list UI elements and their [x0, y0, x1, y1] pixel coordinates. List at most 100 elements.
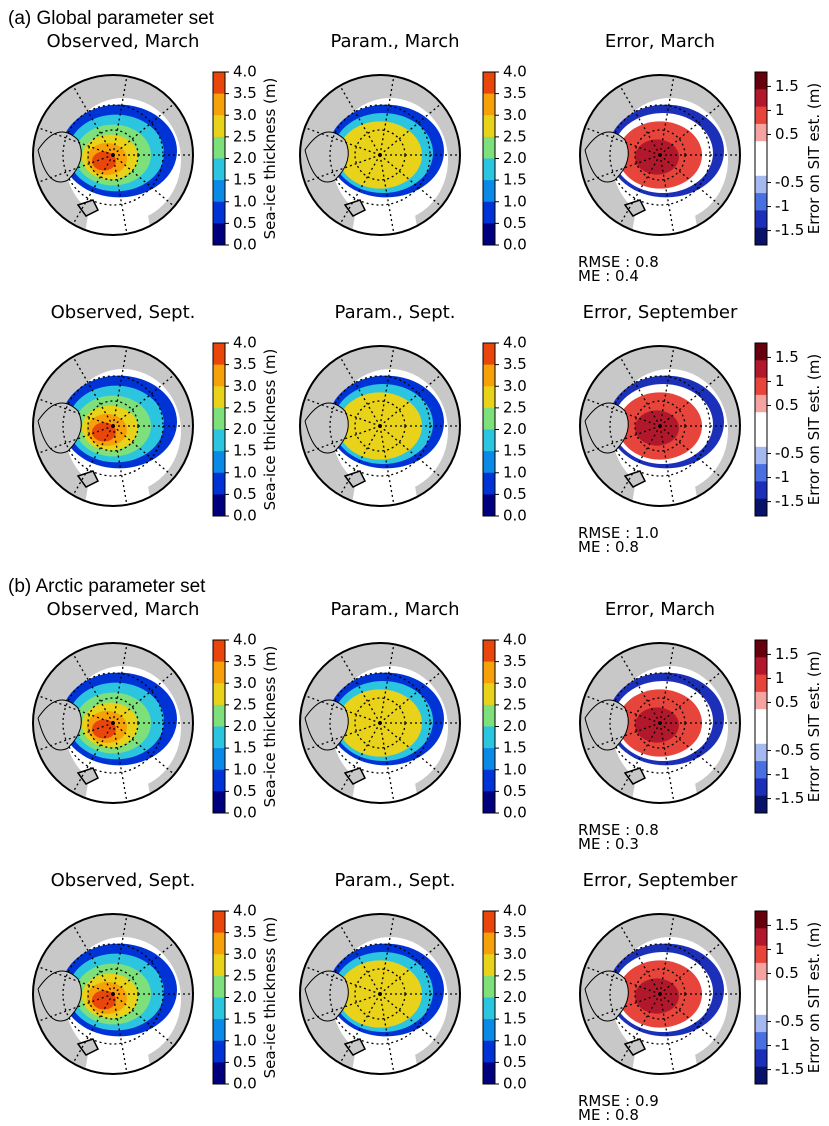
colorbar-segment [483, 494, 495, 517]
panel-title: Param., March [330, 599, 459, 620]
colorbar-segment [483, 704, 495, 727]
ice [92, 719, 116, 739]
colorbar-tick-label: 0.0 [233, 236, 257, 254]
colorbar-tick-label: 0.0 [503, 507, 527, 525]
meridian [72, 154, 114, 225]
meridian [112, 374, 175, 427]
parallel [354, 697, 406, 749]
colorbar-tick-label: -0.5 [775, 1012, 804, 1030]
map [300, 346, 460, 506]
colorbar-label: Error on SIT est. (m) [805, 354, 823, 505]
island [623, 1038, 647, 1056]
colorbar-tick-label: 0.5 [503, 485, 527, 503]
colorbar-segment [755, 997, 767, 1016]
map-border [32, 642, 194, 804]
colorbar-segment [755, 962, 767, 981]
meridian [112, 76, 128, 156]
colorbar-tick-label: 1.5 [775, 348, 799, 366]
me: ME : 0.4 [578, 267, 639, 285]
panel-title: Observed, Sept. [51, 302, 196, 323]
colorbar-tick-label: 1.5 [503, 739, 527, 757]
rmse: RMSE : 0.8 [578, 253, 659, 271]
meridian [112, 993, 175, 1046]
meridian [379, 671, 442, 724]
colorbar-segment [483, 72, 495, 95]
parallel [609, 104, 711, 206]
colorbar-segment [483, 791, 495, 814]
meridian [659, 76, 675, 156]
colorbar-segment [213, 343, 225, 366]
colorbar-tick-label: 2.5 [503, 398, 527, 416]
meridian [304, 695, 381, 724]
meridian [304, 127, 381, 156]
panel: Observed, March 4.0 3.5 3.0 2.5 2.0 1.5 1.0 0.5 0… [32, 599, 279, 822]
colorbar-tick-label: 3.5 [503, 355, 527, 373]
island [76, 767, 100, 785]
colorbar-tick-label: 1.5 [503, 171, 527, 189]
colorbar-segment [213, 1062, 225, 1085]
panel-title: Observed, March [47, 31, 200, 52]
map-border [32, 74, 194, 236]
colorbar-segment [755, 743, 767, 762]
meridian [339, 722, 381, 793]
rmse: RMSE : 0.8 [578, 821, 659, 839]
meridian [619, 653, 661, 724]
meridian [659, 425, 675, 505]
meridian [379, 644, 395, 724]
colorbar-tick-label: 1.5 [233, 739, 257, 757]
colorbar-tick-label: 0.5 [233, 1053, 257, 1071]
colorbar-segment [483, 954, 495, 977]
colorbar-tick-label: 3.0 [503, 674, 527, 692]
meridian [112, 425, 128, 505]
colorbar-segment [483, 201, 495, 224]
meridian [379, 915, 395, 995]
meridian [659, 915, 675, 995]
parallel [329, 943, 431, 1045]
colorbar-tick-label: 3.5 [233, 84, 257, 102]
colorbar-label: Error on SIT est. (m) [805, 651, 823, 802]
colorbar-label: Error on SIT est. (m) [805, 83, 823, 234]
colorbar-segment [755, 640, 767, 658]
colorbar-tick-label: 0.5 [775, 125, 799, 143]
colorbar-tick-label: 1.5 [775, 916, 799, 934]
colorbar-tick-label: 3.0 [233, 674, 257, 692]
meridian [339, 993, 381, 1064]
colorbar-tick-label: -0.5 [775, 444, 804, 462]
island [623, 470, 647, 488]
meridian [584, 722, 661, 751]
colorbar-segment [483, 1019, 495, 1042]
colorbar-segment [213, 954, 225, 977]
colorbar-segment [755, 360, 767, 379]
colorbar-segment [483, 136, 495, 159]
meridian [659, 671, 722, 724]
colorbar-tick-label: -0.5 [775, 173, 804, 191]
meridian [339, 924, 381, 995]
map [580, 75, 740, 235]
meridian [304, 425, 381, 454]
colorbar-segment [755, 980, 767, 998]
parallel [634, 129, 686, 181]
colorbar-segment [483, 997, 495, 1020]
colorbar-tick-label: 0.0 [503, 1075, 527, 1093]
colorbar-label: Error on SIT est. (m) [805, 922, 823, 1073]
colorbar-tick-label: 2.5 [503, 127, 527, 145]
meridian [659, 374, 722, 427]
colorbar-tick-label: 0.0 [503, 804, 527, 822]
colorbar-tick-label: 1.5 [503, 442, 527, 460]
colorbar-segment [755, 1049, 767, 1068]
colorbar-segment [213, 93, 225, 116]
meridian [659, 993, 722, 1046]
colorbar-tick-label: 4.0 [503, 631, 527, 649]
colorbar-label: Sea-ice thickness (m) [261, 917, 279, 1079]
meridian [379, 154, 395, 234]
meridian [659, 942, 722, 995]
map-border [32, 913, 194, 1075]
colorbar-tick-label: 1.5 [233, 1010, 257, 1028]
colorbar-segment [213, 472, 225, 495]
colorbar-tick-label: 2.5 [233, 966, 257, 984]
colorbar-segment [483, 407, 495, 430]
colorbar-tick-label: 2.0 [503, 988, 527, 1006]
colorbar-segment [755, 709, 767, 727]
meridian [584, 695, 661, 724]
colorbar-segment [483, 1040, 495, 1063]
